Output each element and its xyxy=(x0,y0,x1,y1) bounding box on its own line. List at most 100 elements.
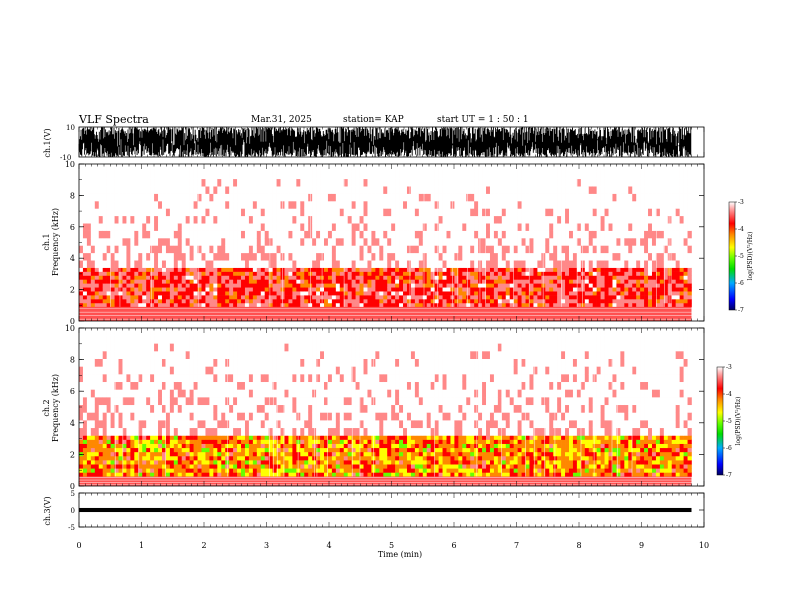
spectrogram-cell xyxy=(79,201,84,209)
spectrogram-cell xyxy=(569,267,574,272)
spectrogram-cell xyxy=(632,260,637,268)
spectrogram-cell xyxy=(150,451,155,457)
spectrogram-cell xyxy=(114,178,119,187)
spectrogram-cell xyxy=(608,260,613,268)
spectrogram-cell xyxy=(169,291,175,296)
spectrogram-cell xyxy=(624,267,629,272)
spectrogram-cell xyxy=(624,271,629,276)
spectrogram-cell xyxy=(438,230,443,239)
spectrogram-cell xyxy=(604,275,609,280)
spectrogram-cell xyxy=(158,472,163,477)
spectrogram-cell xyxy=(201,299,206,304)
spectrogram-cell xyxy=(438,271,443,276)
spectrogram-cell xyxy=(679,201,684,209)
spectrogram-cell xyxy=(233,252,238,261)
spectrogram-cell xyxy=(284,451,289,457)
spectrogram-cell xyxy=(197,439,202,444)
spectrogram-cell xyxy=(102,439,107,444)
spectrogram-cell xyxy=(663,178,669,187)
spectrogram-cell xyxy=(430,271,435,276)
spectrogram-cell xyxy=(600,201,605,209)
spectrogram-cell xyxy=(454,287,459,292)
spectrogram-cell xyxy=(169,299,175,304)
spectrogram-cell xyxy=(493,193,499,202)
spectrogram-cell xyxy=(474,460,479,465)
spectrogram-cell xyxy=(248,275,254,280)
spectrogram-cell xyxy=(126,439,131,444)
spectrogram-cell xyxy=(655,279,661,284)
spectrogram-cell xyxy=(486,472,491,477)
spectrogram-cell xyxy=(584,164,590,172)
spectrogram-cell xyxy=(161,283,167,288)
spectrogram-cell xyxy=(387,443,392,449)
spectrogram-cell xyxy=(225,245,230,254)
spectrogram-cell xyxy=(355,223,360,231)
spectrogram-cell xyxy=(134,279,139,284)
spectrogram-cell xyxy=(221,171,226,180)
spectrogram-cell xyxy=(161,299,167,304)
spectrogram-cell xyxy=(600,215,605,224)
spectrogram-cell xyxy=(648,201,653,209)
spectrogram-cell xyxy=(142,472,147,477)
spectrogram-cell xyxy=(118,464,123,469)
spectrogram-cell xyxy=(371,171,376,180)
spectrogram-cell xyxy=(189,435,194,440)
spectrogram-cell xyxy=(391,472,396,477)
spectrogram-cell xyxy=(588,164,594,172)
spectrogram-cell xyxy=(209,435,214,440)
spectrogram-cell xyxy=(462,215,467,224)
spectrogram-cell xyxy=(229,451,234,457)
spectrogram-cell xyxy=(264,435,269,440)
spectrogram-cell xyxy=(659,201,665,209)
spectrogram-cell xyxy=(509,271,514,276)
spectrogram-cell xyxy=(663,295,669,300)
spectrogram-cell xyxy=(648,279,653,284)
spectrogram-cell xyxy=(244,178,250,187)
spectrogram-cell xyxy=(426,464,431,469)
spectrogram-cell xyxy=(221,468,226,473)
spectrogram-cell xyxy=(90,464,96,469)
spectrogram-cell xyxy=(651,279,657,284)
spectrogram-cell xyxy=(489,455,495,461)
spectrogram-cell xyxy=(576,299,582,304)
spectrogram-cell xyxy=(221,464,226,469)
spectrogram-cell xyxy=(414,193,420,202)
spectrogram-cell xyxy=(150,295,155,300)
spectrogram-cell xyxy=(486,447,491,453)
spectrogram-cell xyxy=(351,238,356,246)
spectrogram-cell xyxy=(280,460,285,465)
spectrogram-cell xyxy=(185,201,190,209)
spectrogram-cell xyxy=(217,178,222,187)
spectrogram-cell xyxy=(659,215,665,224)
spectrogram-cell xyxy=(663,208,669,217)
spectrogram-cell xyxy=(509,245,514,254)
spectrogram-cell xyxy=(288,230,293,239)
spectrogram-cell xyxy=(260,291,266,296)
spectrogram-cell xyxy=(671,208,676,217)
spectrogram-cell xyxy=(679,186,684,194)
spectrogram-cell xyxy=(327,447,333,453)
spectrogram-cell xyxy=(130,439,135,444)
spectrogram-cell xyxy=(576,295,582,300)
spectrogram-cell xyxy=(438,299,443,304)
spectrogram-cell xyxy=(102,171,107,180)
spectrogram-cell xyxy=(529,295,534,300)
spectrogram-cell xyxy=(537,287,542,292)
spectrogram-cell xyxy=(426,178,431,187)
spectrogram-cell xyxy=(272,287,277,292)
spectrogram-cell xyxy=(675,295,680,300)
spectrogram-cell xyxy=(316,275,321,280)
spectrogram-cell xyxy=(82,439,88,444)
spectrogram-cell xyxy=(284,468,289,473)
spectrogram-cell xyxy=(580,279,586,284)
spectrogram-cell xyxy=(252,443,258,449)
spectrogram-cell xyxy=(268,472,273,477)
spectrogram-cell xyxy=(466,275,471,280)
spectrogram-cell xyxy=(426,215,431,224)
spectrogram-cell xyxy=(482,275,487,280)
spectrogram-cell xyxy=(493,230,499,239)
spectrogram-cell xyxy=(576,230,582,239)
spectrogram-cell xyxy=(189,451,194,457)
spectrogram-cell xyxy=(256,252,262,261)
frequency-tick-label: 10 xyxy=(65,160,75,169)
